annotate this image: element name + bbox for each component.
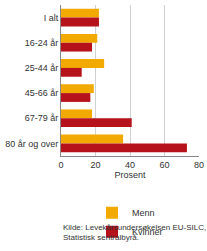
svg-text:16-24 år: 16-24 år [25,38,59,48]
svg-text:20: 20 [90,160,100,170]
svg-text:Kvinner: Kvinner [132,227,163,237]
svg-text:25-44 år: 25-44 år [25,63,59,73]
svg-text:80: 80 [194,160,204,170]
svg-text:67-79 år: 67-79 år [25,113,59,123]
svg-text:Kilde: Levekårsundersøkelsen E: Kilde: Levekårsundersøkelsen EU-SILC,Sta… [63,223,206,242]
svg-text:80 år og over: 80 år og over [5,139,58,149]
svg-text:40: 40 [125,160,135,170]
svg-text:I alt: I alt [44,13,59,23]
svg-text:Prosent: Prosent [114,170,146,180]
svg-text:45-66 år: 45-66 år [25,88,59,98]
svg-text:60: 60 [159,160,169,170]
svg-text:0: 0 [58,160,63,170]
svg-text:Menn: Menn [132,208,155,218]
